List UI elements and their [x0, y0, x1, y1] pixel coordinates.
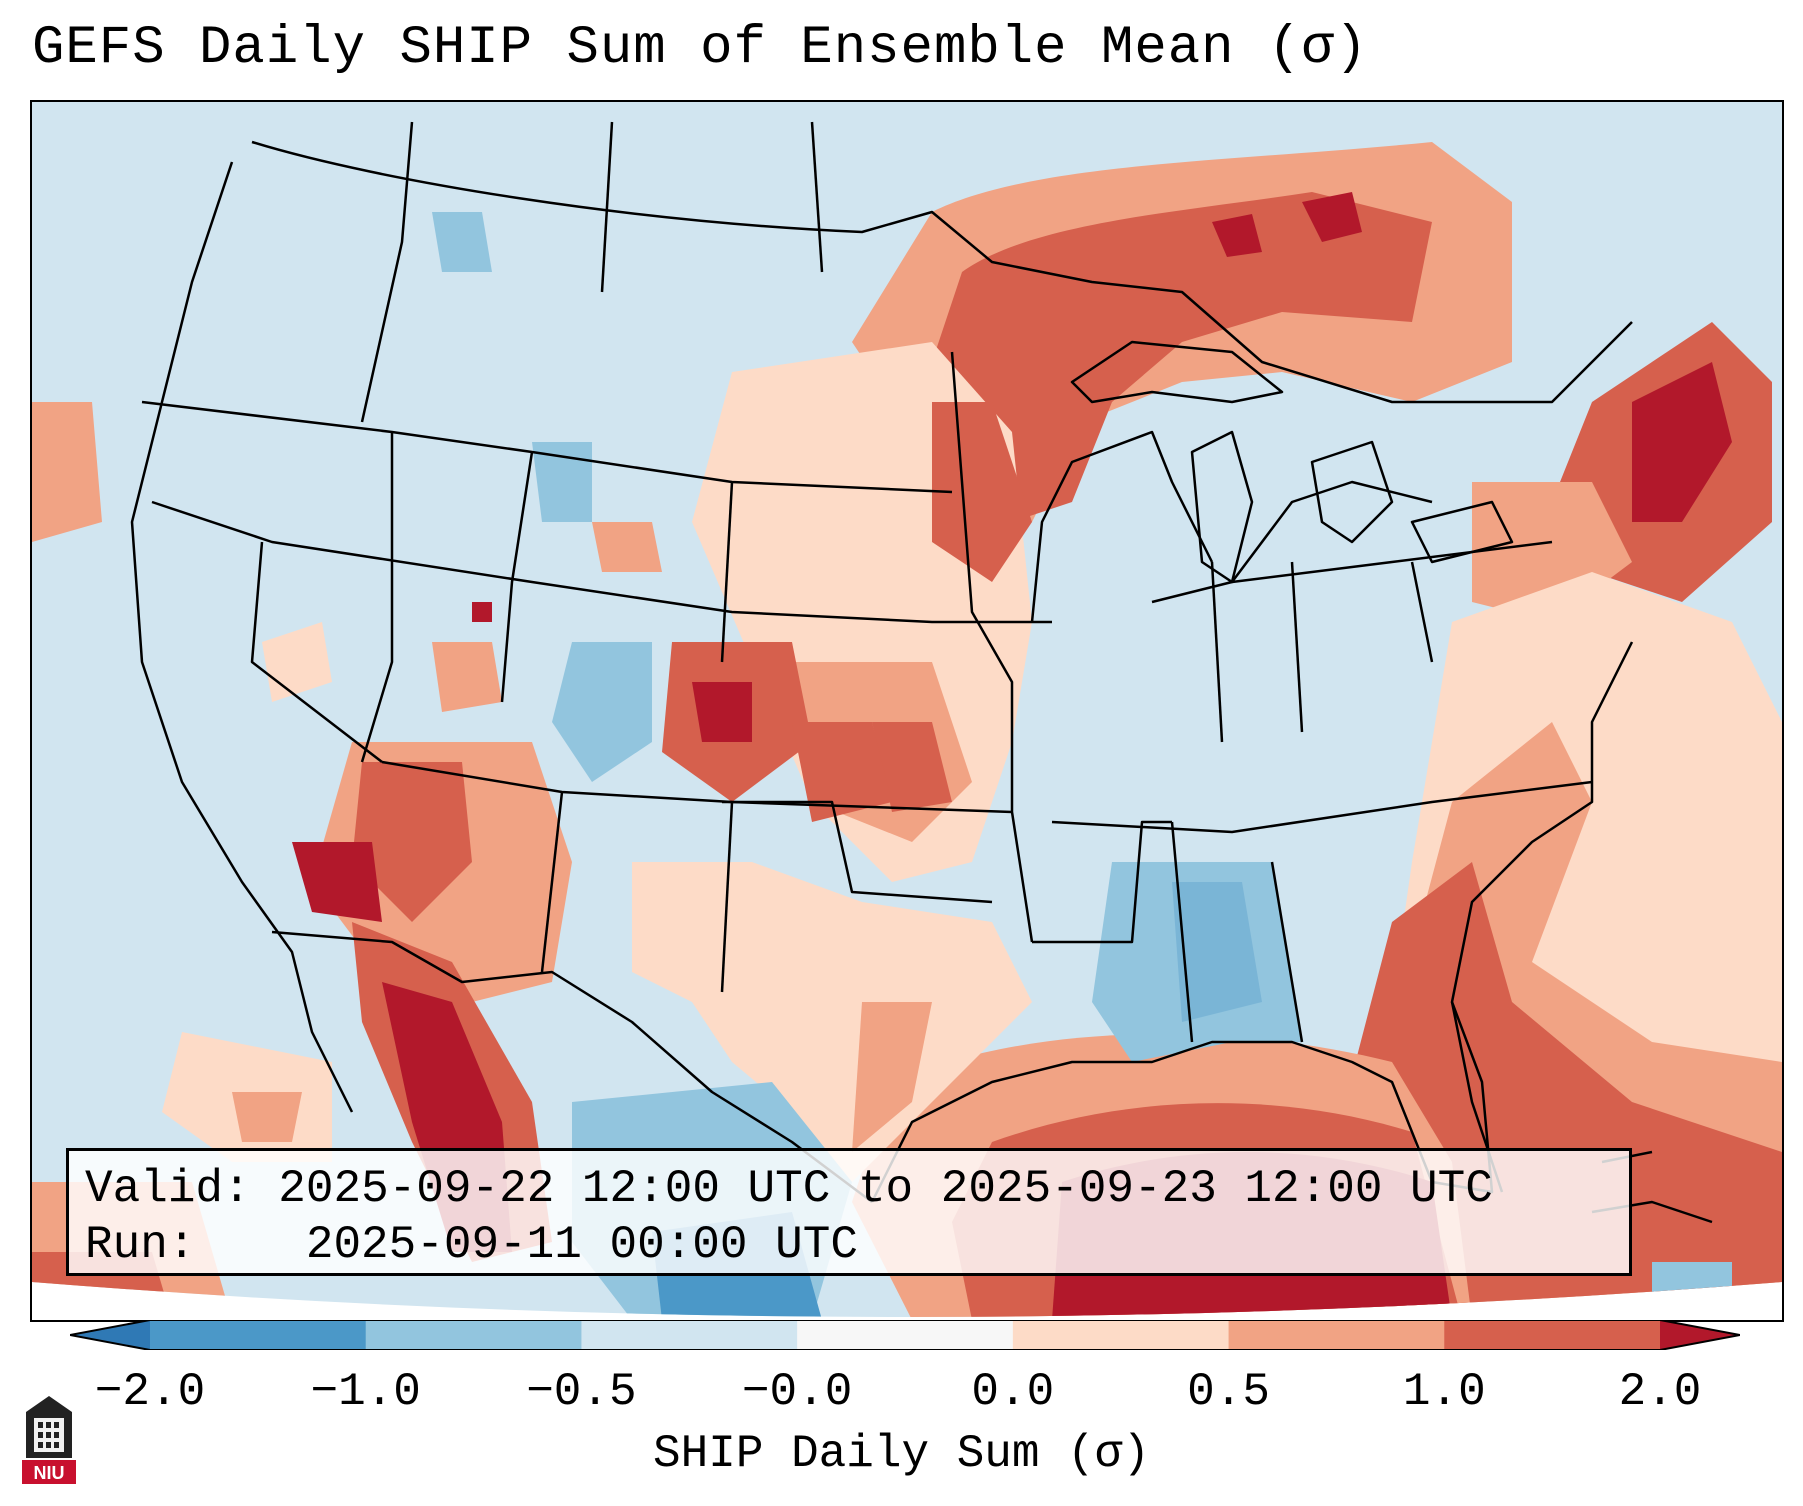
valid-label: Valid:: [85, 1163, 251, 1215]
anomaly-map: [32, 102, 1782, 1320]
texas-anomaly: [632, 862, 1032, 1182]
colorbar-tick-label: −1.0: [310, 1366, 421, 1418]
colorbar-label: SHIP Daily Sum (σ): [653, 1428, 1150, 1480]
colorbar-tick-label: 2.0: [1618, 1366, 1702, 1418]
valid-value: 2025-09-22 12:00 UTC to 2025-09-23 12:00…: [278, 1163, 1493, 1215]
chart-title: GEFS Daily SHIP Sum of Ensemble Mean (σ): [32, 18, 1369, 79]
colorbar-tick-label: −0.5: [526, 1366, 637, 1418]
colorbar-tick-label: 0.0: [971, 1366, 1055, 1418]
colorbar-tick-label: 1.0: [1402, 1366, 1486, 1418]
run-value: 2025-09-11 00:00 UTC: [305, 1219, 858, 1271]
colorbar-segment: [581, 1320, 798, 1350]
colorbar-segment: [1228, 1320, 1445, 1350]
colorbar-segment: [150, 1320, 367, 1350]
colorbar-tick-label: −0.0: [741, 1366, 853, 1418]
colorbar-segment: [1444, 1320, 1661, 1350]
colorbar-segment: [797, 1320, 1014, 1350]
niu-logo: NIU: [22, 1396, 76, 1484]
run-label: Run:: [85, 1219, 196, 1271]
valid-time-box: Valid: 2025-09-22 12:00 UTC to 2025-09-2…: [66, 1148, 1632, 1276]
state-borders: [130, 121, 1713, 1224]
colorbar-tick-label: −2.0: [94, 1366, 206, 1418]
map-panel: [30, 100, 1784, 1322]
colorbar-extend-max: [1660, 1320, 1740, 1350]
colorbar-segment: [1012, 1320, 1230, 1350]
colorbar: [70, 1320, 1740, 1350]
svg-text:NIU: NIU: [34, 1463, 65, 1483]
colorbar-segment: [365, 1320, 582, 1350]
colorbar-tick-label: 0.5: [1187, 1366, 1270, 1418]
colorbar-extend-min: [70, 1320, 150, 1350]
rockies-negative: [552, 642, 652, 782]
